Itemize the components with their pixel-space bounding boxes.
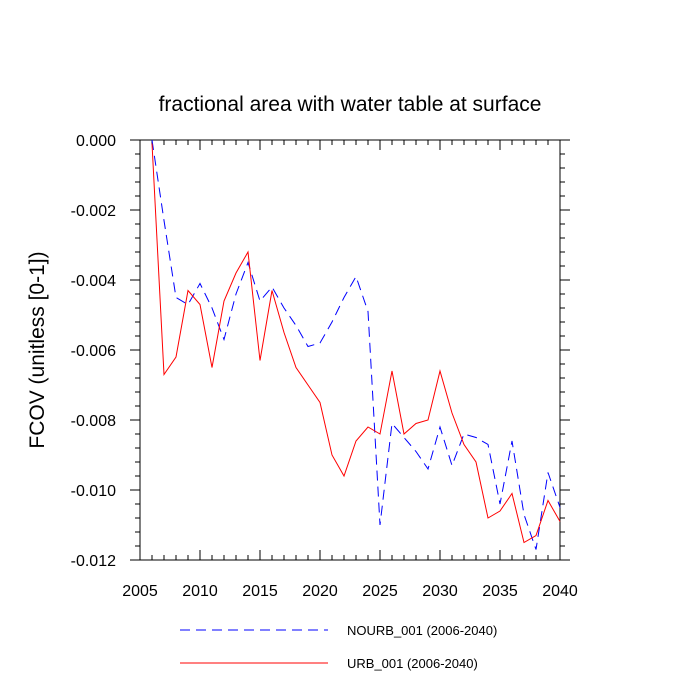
y-axis-label: FCOV (unitless [0-1]) (26, 251, 49, 448)
legend: NOURB_001 (2006-2040) URB_001 (2006-2040) (180, 623, 497, 671)
chart-title: fractional area with water table at surf… (159, 93, 542, 116)
plot-frame (139, 139, 561, 561)
x-tick-label: 2025 (362, 583, 398, 600)
y-tick-label: 0.000 (76, 133, 116, 150)
x-tick-label: 2035 (482, 583, 518, 600)
series-line-urb (151, 143, 561, 544)
x-tick-label: 2010 (182, 583, 218, 600)
y-tick-label: -0.010 (71, 483, 116, 500)
y-tick-label: -0.012 (71, 553, 116, 570)
series-layer (151, 139, 561, 550)
y-tick-label: -0.004 (71, 273, 116, 290)
x-tick-label: 2015 (242, 583, 278, 600)
y-tick-label: -0.006 (71, 343, 116, 360)
x-tick-label: 2040 (542, 583, 578, 600)
series-line-nourb (151, 139, 561, 550)
x-tick-label: 2030 (422, 583, 458, 600)
legend-label: NOURB_001 (2006-2040) (347, 623, 497, 638)
y-tick-label: -0.002 (71, 203, 116, 220)
x-tick-label: 2005 (122, 583, 158, 600)
x-tick-label: 2020 (302, 583, 338, 600)
y-tick-label: -0.008 (71, 413, 116, 430)
axes-layer: 2005 2010 2015 2020 2025 2030 2035 2040 0.000 -0.… (71, 133, 578, 600)
legend-label: URB_001 (2006-2040) (347, 656, 478, 671)
